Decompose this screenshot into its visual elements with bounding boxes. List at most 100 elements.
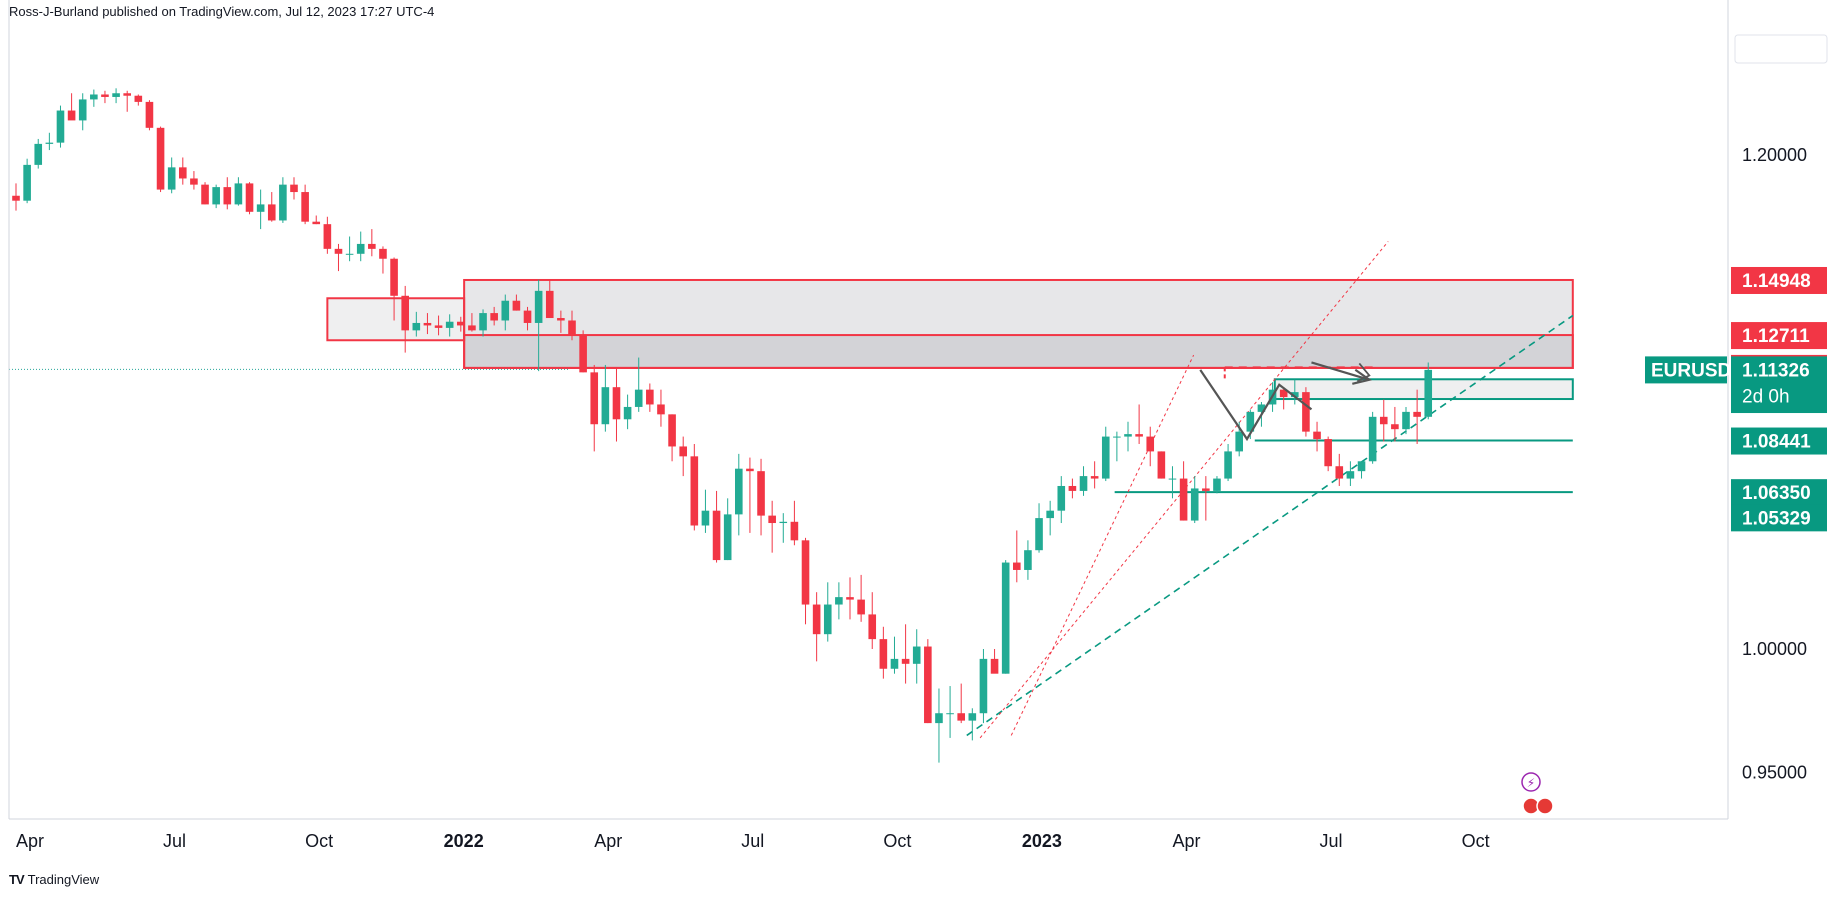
event-icons: ⚡	[1521, 772, 1554, 815]
candle-body	[1190, 488, 1199, 521]
price-tag-bg	[1731, 479, 1827, 507]
candle	[201, 182, 209, 205]
candle	[234, 177, 243, 206]
candle	[245, 182, 254, 215]
candle	[223, 177, 232, 210]
candle-body	[957, 713, 965, 721]
candle-body	[245, 183, 254, 212]
candle	[1324, 436, 1332, 472]
candle	[45, 132, 54, 151]
us-flag-icon	[1536, 797, 1554, 815]
candle-body	[612, 387, 621, 420]
x-tick-label: Jul	[741, 831, 764, 851]
zone-layer	[326, 278, 1574, 494]
candle-body	[990, 658, 999, 674]
candle	[634, 357, 643, 412]
candle	[901, 624, 910, 684]
candle	[1168, 466, 1177, 499]
candle	[612, 367, 621, 442]
candle-body	[45, 142, 54, 144]
candle-body	[590, 372, 599, 425]
candle	[512, 294, 521, 311]
price-tag-label: 1.14948	[1742, 271, 1811, 292]
candle-body	[1035, 518, 1043, 551]
candle-body	[623, 406, 632, 420]
candle-body	[1346, 471, 1355, 479]
candle	[1035, 503, 1043, 553]
candle	[301, 184, 309, 225]
candle	[1157, 451, 1166, 479]
candle-body	[1368, 416, 1377, 462]
candle-body	[1291, 392, 1299, 398]
price-tag-bg	[1731, 504, 1827, 532]
candle-body	[1001, 562, 1010, 674]
candle	[1346, 461, 1355, 486]
footer-brand[interactable]: TV TradingView	[9, 872, 99, 887]
candle	[846, 577, 854, 620]
candle-body	[790, 521, 799, 541]
candle-body	[835, 597, 843, 605]
y-tick-label: 0.95000	[1742, 763, 1807, 783]
candle-body	[1101, 436, 1110, 479]
symbol-tag-label: EURUSD	[1651, 360, 1731, 381]
candle	[823, 582, 832, 642]
candle-body	[390, 258, 398, 296]
candle-body	[1324, 439, 1332, 467]
candle-body	[379, 248, 387, 259]
red-dashed-trendline-2	[1010, 354, 1195, 736]
candle-body	[912, 646, 921, 664]
candle-body	[301, 192, 309, 222]
candle	[790, 500, 799, 546]
candle-body	[34, 143, 43, 165]
candle	[412, 311, 421, 337]
symbol-tag-bg	[1645, 356, 1727, 384]
candle	[457, 316, 465, 332]
candle	[1079, 466, 1088, 496]
candle-body	[545, 290, 554, 319]
candle	[1424, 362, 1433, 420]
candle	[67, 93, 76, 121]
candle-body	[1224, 451, 1232, 479]
y-tick-label: 1.00000	[1742, 639, 1807, 659]
candle-body	[890, 658, 899, 669]
candle-body	[179, 167, 187, 179]
candle-body	[1179, 478, 1188, 521]
candle-body	[1357, 461, 1366, 472]
candle	[946, 686, 954, 738]
candle-body	[190, 178, 198, 185]
candle	[145, 100, 154, 131]
candle	[368, 229, 376, 257]
candle-body	[12, 195, 20, 201]
candle	[379, 246, 387, 274]
candle	[468, 313, 476, 332]
countdown-label: 2d 0h	[1742, 386, 1790, 407]
top-right-scale-box[interactable]	[1734, 34, 1828, 64]
candle-body	[1279, 389, 1288, 398]
projection-layer: ⚡	[1199, 361, 1554, 815]
tradingview-logo-icon: TV	[9, 872, 25, 887]
candle	[746, 457, 754, 533]
price-tag: 1.12711	[1731, 322, 1827, 350]
projection-arrow-shaft	[1311, 361, 1370, 381]
projection-arrow-stub	[1356, 362, 1371, 383]
candle-body	[201, 184, 209, 205]
inner-resistance-zone	[463, 334, 1574, 369]
candle-body	[523, 310, 532, 323]
candle	[434, 315, 443, 336]
candle	[968, 708, 977, 741]
x-tick-label: 2023	[1022, 831, 1062, 851]
candle	[56, 105, 65, 148]
candle	[679, 436, 687, 477]
trendline-layer	[9, 241, 1574, 739]
candle	[334, 243, 343, 272]
candle	[1013, 530, 1021, 583]
candle	[1313, 421, 1321, 452]
candle	[1024, 540, 1032, 580]
candle-body	[1024, 550, 1032, 570]
candle-body	[1124, 434, 1132, 437]
candle	[912, 629, 921, 684]
candle-body	[1079, 476, 1088, 491]
candle-body	[356, 243, 365, 254]
candle	[212, 184, 220, 209]
